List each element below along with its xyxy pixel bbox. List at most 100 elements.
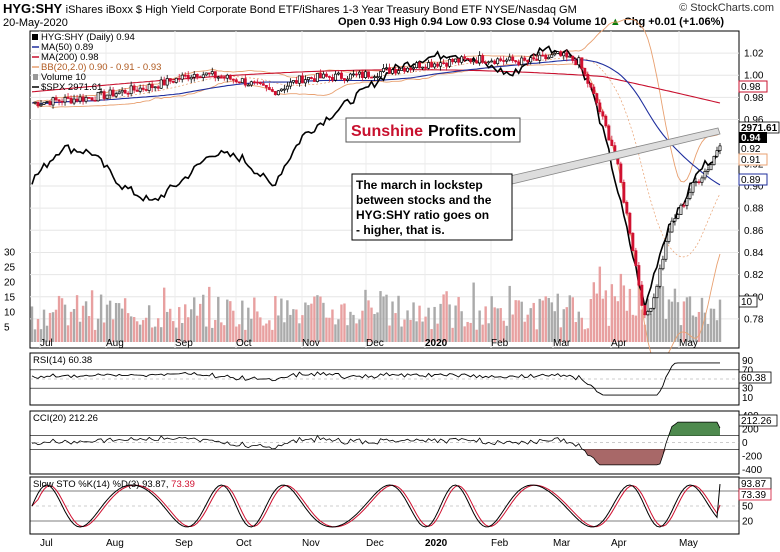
- volume-bar: [556, 293, 559, 342]
- volume-bar: [664, 319, 668, 342]
- volume-bar: [190, 309, 193, 342]
- candle-body: [174, 77, 178, 83]
- volume-bar: [475, 329, 478, 342]
- volume-bar: [262, 325, 265, 342]
- volume-bar: [379, 291, 382, 342]
- volume-bar: [409, 319, 412, 342]
- volume-bar: [367, 300, 370, 342]
- candle-body: [718, 145, 722, 151]
- candle-body: [69, 97, 73, 104]
- candle-body: [373, 76, 376, 79]
- volume-bar: [235, 326, 238, 342]
- candle-body: [502, 60, 506, 62]
- volume-bar: [469, 322, 472, 342]
- candle-body: [382, 68, 385, 72]
- volume-bar: [57, 295, 61, 342]
- candle-body: [123, 89, 127, 94]
- volume-bar: [415, 321, 418, 342]
- candle-body: [676, 214, 680, 219]
- volume-bar: [105, 304, 109, 342]
- candle-body: [457, 58, 461, 63]
- sto-d-line: [31, 484, 721, 528]
- price-axis-label: 0.96: [744, 115, 764, 126]
- candle-body: [481, 55, 485, 63]
- candle-body: [352, 73, 355, 76]
- volume-bar: [280, 298, 283, 342]
- volume-bar: [256, 311, 259, 342]
- candle-body: [66, 97, 70, 99]
- volume-bar: [175, 327, 178, 342]
- volume-bar: [205, 326, 208, 342]
- candle-body: [321, 73, 325, 79]
- volume-bar: [694, 316, 698, 342]
- candle-body: [655, 285, 659, 299]
- volume-bar: [322, 302, 325, 342]
- candle-body: [577, 57, 581, 66]
- candle-body: [472, 60, 476, 63]
- candle-body: [141, 87, 145, 90]
- volume-bar: [289, 314, 292, 342]
- month-label: Apr: [611, 538, 627, 549]
- volume-bar: [265, 323, 268, 342]
- volume-bar: [144, 317, 148, 342]
- candle-body: [138, 87, 142, 92]
- candle-body: [303, 79, 307, 84]
- candle-body: [243, 78, 247, 86]
- volume-bar: [259, 317, 262, 342]
- candle-body: [436, 63, 440, 67]
- volume-bar: [517, 300, 520, 342]
- volume-bar: [346, 325, 349, 342]
- volume-bar: [220, 322, 223, 342]
- annotation-line-2: between stocks and the: [356, 193, 492, 207]
- volume-bar: [544, 296, 547, 342]
- month-label: Mar: [553, 338, 571, 349]
- volume-bar: [616, 301, 620, 342]
- candle-body: [33, 101, 37, 104]
- candle-body: [51, 97, 55, 106]
- candle-body: [267, 87, 271, 90]
- bb-upper-line: [31, 18, 721, 183]
- candle-body: [39, 104, 43, 107]
- volume-bar: [394, 313, 397, 342]
- candle-body: [367, 71, 370, 78]
- volume-bar: [247, 307, 250, 342]
- volume-bar: [685, 297, 689, 342]
- candle-body: [628, 212, 632, 234]
- candle-body: [36, 101, 40, 107]
- annotation-line-3: HYG:SHY ratio goes on: [356, 208, 489, 222]
- candle-body: [646, 311, 650, 316]
- volume-bar: [153, 326, 157, 342]
- volume-bar: [111, 319, 115, 342]
- candle-body: [421, 66, 425, 69]
- candle-body: [376, 76, 379, 79]
- cci-axis-label: 200: [742, 424, 759, 435]
- candle-body: [523, 57, 527, 61]
- candle-body: [403, 67, 406, 72]
- candle-body: [198, 76, 202, 78]
- stockcharts-brand[interactable]: © StockCharts.com: [679, 2, 774, 14]
- volume-bar: [505, 325, 508, 342]
- volume-bar: [601, 298, 605, 342]
- volume-bar: [457, 297, 460, 342]
- candle-body: [102, 91, 106, 99]
- rsi-axis-label: 10: [742, 393, 754, 404]
- volume-bar: [141, 320, 145, 342]
- rsi-axis-label: 70: [742, 365, 754, 376]
- candle-body: [165, 78, 169, 86]
- volume-bar: [526, 314, 529, 342]
- candle-body: [625, 202, 629, 214]
- month-axis-bottom: Jul Aug Sep Oct Nov Dec 2020 Feb Mar Apr May: [40, 538, 698, 549]
- candle-body: [466, 58, 470, 60]
- cci-tag: 212.26: [741, 416, 772, 427]
- candle-body: [159, 79, 163, 89]
- volume-bar: [165, 311, 169, 342]
- sto-tag-k: 93.87: [741, 479, 766, 490]
- candle-body: [565, 52, 569, 58]
- candle-body: [505, 59, 509, 62]
- volume-bar: [181, 323, 184, 342]
- candle-body: [640, 284, 644, 306]
- volume-bar: [69, 311, 73, 342]
- candle-body: [147, 84, 151, 91]
- volume-bar: [81, 305, 85, 342]
- volume-bar: [613, 296, 617, 342]
